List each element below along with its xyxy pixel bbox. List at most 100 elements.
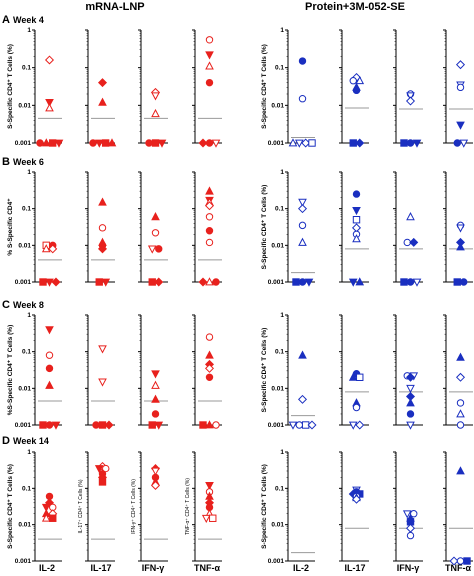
data-point [456,224,465,233]
panel-0: S-Specific CD4⁺ T Cells (%) 1 0.1 0.01 0.001 [7,27,222,148]
y-tick-label: 0.01 [271,385,284,392]
panel-title-week6: Week 6 [13,157,44,167]
data-point [51,277,61,287]
data-point [356,373,364,381]
subplot-IFN-γ [393,29,423,148]
data-point [351,494,362,504]
y-axis-label: S-Specific CD4⁺ T Cells (%) [261,328,268,413]
data-point [204,201,215,211]
xcat-protein-tnfa: TNF-α [445,563,471,573]
data-point [355,420,365,430]
xcat-mrna-tnfa: TNF-α [194,563,220,573]
xcat-protein-il17: IL-17 [344,563,365,573]
data-point [402,510,412,519]
data-point [298,278,307,286]
data-point [456,466,465,475]
data-point [101,139,110,147]
subplot-IFN-γ [138,29,168,148]
data-point [348,278,358,287]
y-tick-label: 0.01 [18,522,31,529]
data-point [92,421,100,429]
xcat-mrna-il17: IL-17 [90,563,111,573]
data-point [453,139,461,147]
subplot-IFN-γ [138,171,168,287]
subplot-IL-2: 1 0.1 0.01 0.001 [15,449,62,565]
subplot-IFN-γ [393,451,423,562]
data-point [453,278,461,286]
data-point [145,139,153,147]
data-point [98,224,107,232]
data-point [51,421,61,430]
data-point [97,78,108,88]
data-point [211,139,221,148]
y-tick-label: 0.001 [15,140,32,147]
data-point [295,139,304,148]
y-tick-label: 0.001 [268,279,285,286]
data-point [298,221,307,230]
data-point [154,277,164,287]
data-point [412,139,422,148]
data-point [147,245,157,254]
y-tick-label: 1 [27,449,31,456]
group-title-protein: Protein+3M-052-SE [305,1,405,13]
data-point [456,557,465,565]
panel-letter-d: D [2,435,10,447]
data-point [41,503,51,513]
subplot-IFN-γ [393,171,423,287]
panel-6: S-Specific CD4⁺ T Cells (%) 1 0.1 0.01 0.001… [7,449,222,565]
data-point [198,277,208,287]
y-tick-label: 0.01 [271,522,284,529]
data-point [205,277,214,286]
y-axis-label: S-Specific CD4⁺ T Cells (%) [261,464,268,549]
data-point [45,326,54,335]
data-point [307,420,317,430]
data-point [456,121,465,130]
data-point [352,190,361,198]
data-point [406,410,415,418]
data-point [456,83,465,92]
data-point [205,227,214,235]
data-point [205,373,214,381]
data-point [288,138,298,147]
column-y-label: IFN-γ⁺ CD4⁺ T Cells (%) [131,479,137,534]
data-point [41,513,51,522]
panel-1: S-Specific CD4⁺ T Cells (%) 1 0.1 0.01 0.001 [261,27,473,148]
y-tick-label: 0.1 [22,206,31,213]
data-point [48,244,58,254]
data-point [406,531,415,540]
data-point [348,372,358,381]
data-point [405,523,416,533]
subplot-IL-2: 1 0.1 0.01 0.001 [268,449,315,565]
y-tick-label: 0.001 [268,558,285,565]
data-point [295,421,304,429]
data-point [150,480,161,490]
y-tick-label: 0.01 [271,102,284,109]
data-point [209,514,217,522]
data-point [45,103,54,112]
data-point [304,278,314,287]
subplot-TNF-α [443,314,473,429]
data-point [352,216,361,224]
panel-letter-c: C [2,299,10,311]
y-tick-label: 0.1 [22,349,31,356]
data-point [348,421,358,430]
y-axis-label: S-Specific CD4⁺ T Cells (%) [7,464,14,549]
data-point [205,333,214,341]
data-point [456,352,465,361]
panel-2: % S-Specific CD4⁺ 1 0.1 0.01 0.001 [7,169,222,287]
data-point [355,277,365,286]
data-point [45,278,54,287]
y-tick-label: 0.01 [271,242,284,249]
data-point [205,78,214,87]
subplot-IL-17 [85,171,115,287]
data-point [104,420,114,430]
data-point [199,421,207,429]
panel-7: S-Specific CD4⁺ T Cells (%) 1 0.1 0.01 0.001 [261,449,473,566]
data-point [155,245,163,253]
y-tick-label: 0.001 [15,558,32,565]
data-point [298,57,307,65]
data-point [205,482,214,491]
data-point [89,139,97,147]
subplot-IFN-γ: IFN-γ⁺ CD4⁺ T Cells (%) [131,451,168,562]
